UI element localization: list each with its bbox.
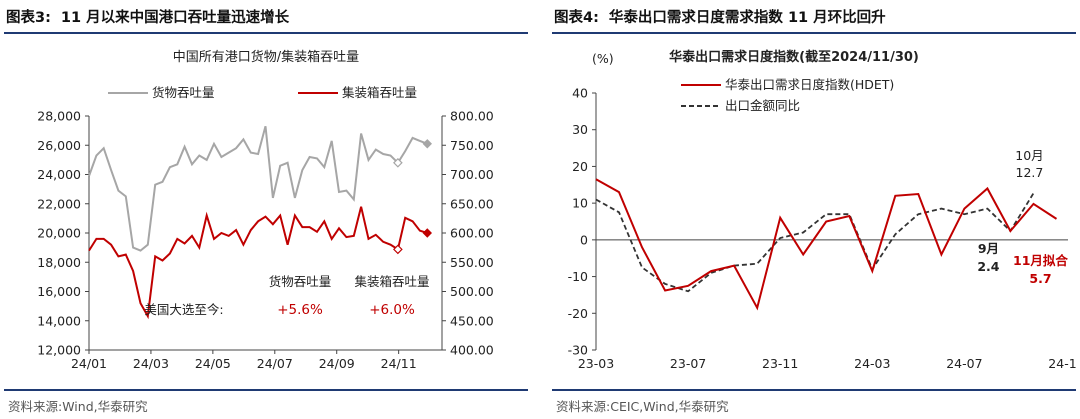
y-tick-label-right: 800.00 [450,109,494,124]
figure-header: 图表3: 11 月以来中国港口吞吐量迅速增长 [6,6,526,28]
figure-title: 11 月以来中国港口吞吐量迅速增长 [60,10,290,26]
y-tick-label: -20 [568,306,588,321]
chart-legend: 华泰出口需求日度指数(HDET) 出口金额同比 [681,77,894,113]
callout-oct-month: 10月 [1015,148,1043,163]
series-line-export [595,192,1035,293]
annotation-value-cargo: +5.6% [277,302,323,318]
export-demand-chart: 华泰出口需求日度指数(截至2024/11/30) (%) 华泰出口需求日度指数(HD… [568,49,1077,371]
marker-container-latest [422,228,432,238]
y-tick-label-right: 650.00 [450,196,494,211]
legend-label-cargo: 货物吞吐量 [152,85,215,100]
callout-oct-value: 12.7 [1016,165,1044,180]
series-line-hdet [595,178,1058,311]
x-tick-label: 24/05 [195,356,231,371]
figure-title: 华泰出口需求日度需求指数 11 月环比回升 [608,10,886,26]
callout-sep-month: 9月 [978,241,999,256]
y-tick-label-left: 24,000 [37,167,81,182]
y-tick-label-left: 14,000 [37,313,81,328]
marker-cargo-election [393,157,403,168]
chart-legend: 货物吞吐量 集装箱吞吐量 [108,85,417,100]
chart-title: 华泰出口需求日度指数(截至2024/11/30) [669,49,919,65]
legend-label-hdet: 华泰出口需求日度指数(HDET) [725,77,894,92]
legend-label-container: 集装箱吞吐量 [342,85,417,100]
footer-rule [4,389,528,391]
figure-label: 图表4: [554,10,599,26]
chart-title: 中国所有港口货物/集装箱吞吐量 [173,49,359,65]
annotation-header-cargo: 货物吞吐量 [269,274,332,289]
marker-container-election [393,244,403,255]
header-rule [4,32,528,34]
x-tick-label: 23-11 [762,356,798,371]
callout-nov-month: 11月拟合 [1013,253,1068,268]
figure-panel-right: 图表4: 华泰出口需求日度需求指数 11 月环比回升 华泰出口需求日度指数(截至2… [548,0,1080,419]
y-tick-label-right: 700.00 [450,167,494,182]
y-tick-label-right: 450.00 [450,313,494,328]
source-note: 资料来源:Wind,华泰研究 [8,399,148,414]
callout-nov-value: 5.7 [1029,271,1051,286]
y-tick-label-left: 12,000 [37,343,81,358]
source-note: 资料来源:CEIC,Wind,华泰研究 [556,399,729,414]
y-tick-label-right: 400.00 [450,343,494,358]
y-tick-label-left: 28,000 [37,109,81,124]
y-axis-label: (%) [592,51,614,66]
y-tick-label-right: 600.00 [450,226,494,241]
figure-header: 图表4: 华泰出口需求日度需求指数 11 月环比回升 [554,6,1074,28]
x-tick-label: 24-07 [946,356,982,371]
x-tick-label: 23-03 [578,356,614,371]
y-tick-label-left: 16,000 [37,284,81,299]
y-tick-label-right: 750.00 [450,138,494,153]
y-tick-label: -10 [568,269,588,284]
header-rule [552,32,1076,34]
y-tick-label: 10 [572,196,588,211]
x-tick-label: 24/11 [381,356,417,371]
legend-label-export: 出口金额同比 [725,98,800,113]
y-tick-label-left: 26,000 [37,138,81,153]
marker-cargo-latest [422,139,432,149]
callout-sep-value: 2.4 [977,259,999,274]
x-tick-label: 24/07 [257,356,293,371]
x-tick-label: 24/09 [319,356,355,371]
x-tick-label: 24-1 [1048,356,1076,371]
series-line-container [88,206,428,320]
y-tick-label-right: 500.00 [450,284,494,299]
x-tick-label: 24/03 [133,356,169,371]
y-tick-label: 30 [572,122,588,137]
x-tick-label: 24/01 [71,356,107,371]
y-tick-label: -30 [568,343,588,358]
x-tick-label: 24-03 [854,356,890,371]
y-tick-label: 20 [572,159,588,174]
y-tick-label-left: 22,000 [37,196,81,211]
y-tick-label-right: 550.00 [450,255,494,270]
x-tick-label: 23-07 [670,356,706,371]
series-line-cargo [88,125,428,252]
y-tick-label-left: 20,000 [37,226,81,241]
figure-label: 图表3: [6,10,51,26]
annotation-value-container: +6.0% [369,302,415,318]
y-tick-label: 40 [572,86,588,101]
annotation-header-container: 集装箱吞吐量 [354,274,429,289]
y-tick-label: 0 [580,232,588,247]
y-tick-label-left: 18,000 [37,255,81,270]
footer-rule [552,389,1076,391]
figure-panel-left: 图表3: 11 月以来中国港口吞吐量迅速增长 中国所有港口货物/集装箱吞吐量货物吞… [0,0,532,419]
annotation-row-label: 美国大选至今: [144,302,223,317]
callouts: 10月 12.7 9月 2.4 11月拟合 5.7 [977,148,1068,286]
